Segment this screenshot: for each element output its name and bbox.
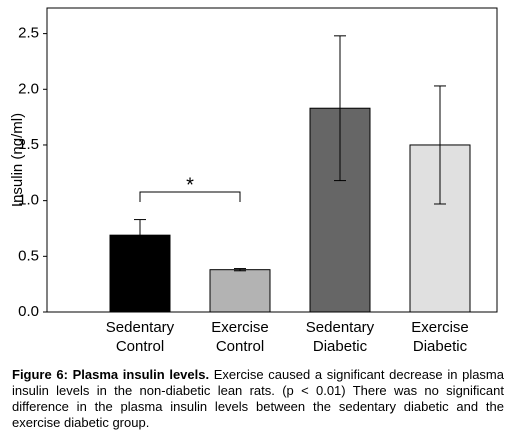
error-bar [134,219,146,252]
caption: Figure 6: Plasma insulin levels. Exercis… [12,367,504,431]
plot-frame [46,7,498,313]
x-tick-label: Exercise Control [211,319,269,355]
caption-label: Figure 6: Plasma insulin levels. [12,367,210,382]
y-tick-label: 1.0 [18,192,39,209]
bar [209,269,271,313]
y-tick-label: 0.5 [18,247,39,264]
annotation: * [186,174,194,196]
y-tick-label: 0.0 [18,303,39,320]
caption-text: Exercise caused a significant decrease i… [12,367,504,430]
y-tick-label: 2.0 [18,80,39,97]
significance-bracket [139,191,241,202]
chart: Insulin (ng/ml) 0.0 0.5 1.0 1.5 2.0 2.5 * [9,7,498,320]
error-bar [434,85,446,205]
y-axis-label: Insulin (ng/ml) [9,113,26,207]
y-tick-label: 2.5 [18,25,39,42]
x-tick-label: Sedentary Diabetic [305,319,375,355]
error-bar [234,268,246,272]
x-tick-label: Sedentary Control [105,319,175,355]
x-tick-label: Exercise Diabetic [411,319,469,355]
y-tick-label: 1.5 [18,136,39,153]
error-bar [334,35,346,182]
